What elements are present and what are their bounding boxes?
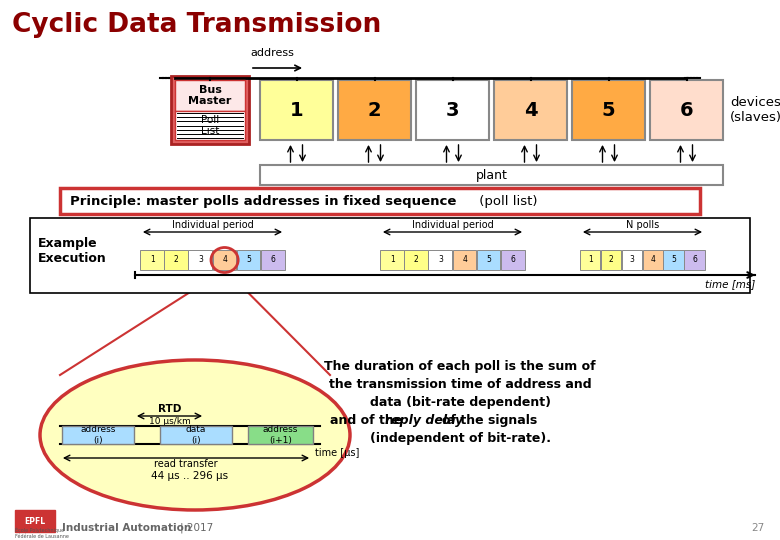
Bar	[428, 250, 452, 270]
Bar	[663, 250, 683, 270]
Text: 1: 1	[289, 100, 303, 119]
Bar	[188, 250, 212, 270]
Text: 4: 4	[523, 100, 537, 119]
Text: Individual period: Individual period	[412, 220, 494, 230]
Text: 10 µs/km: 10 µs/km	[149, 417, 190, 426]
Text: Principle: master polls addresses in fixed sequence: Principle: master polls addresses in fix…	[70, 194, 456, 207]
Text: 1: 1	[588, 255, 593, 265]
Bar	[494, 80, 567, 140]
Text: address: address	[250, 48, 294, 58]
Bar	[650, 80, 723, 140]
Text: time [ms]: time [ms]	[705, 279, 755, 289]
Bar	[601, 250, 621, 270]
Text: 2: 2	[367, 100, 381, 119]
Bar	[62, 426, 134, 444]
Bar	[15, 510, 55, 532]
Text: address
(i): address (i)	[80, 426, 115, 445]
Bar	[260, 165, 723, 185]
Bar	[175, 111, 245, 140]
Text: read transfer: read transfer	[154, 459, 218, 469]
Text: 5: 5	[486, 255, 491, 265]
Bar	[60, 188, 700, 214]
Text: École Polytechnique
Fédérale de Lausanne: École Polytechnique Fédérale de Lausanne	[15, 527, 69, 539]
Bar	[416, 80, 489, 140]
Bar	[171, 76, 249, 144]
Text: time [µs]: time [µs]	[315, 448, 360, 458]
Text: Bus
Master: Bus Master	[188, 85, 232, 106]
Ellipse shape	[40, 360, 350, 510]
Text: 6: 6	[271, 255, 275, 265]
Text: 1: 1	[150, 255, 154, 265]
Bar	[684, 250, 704, 270]
Bar	[261, 250, 285, 270]
Text: data (bit-rate dependent): data (bit-rate dependent)	[370, 396, 551, 409]
Text: 2: 2	[414, 255, 419, 265]
Text: 2: 2	[609, 255, 614, 265]
Text: 5: 5	[246, 255, 251, 265]
Text: Poll
List: Poll List	[200, 115, 219, 137]
Bar	[212, 250, 236, 270]
Text: (independent of bit-rate).: (independent of bit-rate).	[370, 432, 551, 445]
Text: 4: 4	[222, 255, 227, 265]
Text: address
(i+1): address (i+1)	[263, 426, 298, 445]
Text: 5: 5	[672, 255, 676, 265]
Bar	[477, 250, 500, 270]
Bar	[260, 80, 333, 140]
Text: 6: 6	[692, 255, 697, 265]
Bar	[380, 250, 404, 270]
Bar	[140, 250, 164, 270]
Text: The duration of each poll is the sum of: The duration of each poll is the sum of	[324, 360, 596, 373]
Text: Example
Execution: Example Execution	[38, 237, 107, 265]
Bar	[501, 250, 524, 270]
Text: 6: 6	[679, 100, 693, 119]
Text: 44 µs .. 296 µs: 44 µs .. 296 µs	[151, 471, 229, 481]
Text: data
(i): data (i)	[186, 426, 206, 445]
Bar	[30, 218, 750, 293]
Text: 3: 3	[438, 255, 443, 265]
Text: Industrial Automation: Industrial Automation	[62, 523, 191, 533]
Text: of the signals: of the signals	[442, 414, 537, 427]
Text: | 2017: | 2017	[180, 523, 213, 534]
Bar	[175, 80, 245, 111]
Text: 4: 4	[651, 255, 655, 265]
Bar	[338, 80, 411, 140]
Text: 5: 5	[601, 100, 615, 119]
Bar	[160, 426, 232, 444]
Bar	[248, 426, 313, 444]
Text: 2: 2	[174, 255, 179, 265]
Text: and of the: and of the	[330, 414, 406, 427]
Bar	[452, 250, 476, 270]
Text: RTD: RTD	[158, 404, 181, 414]
Text: Individual period: Individual period	[172, 220, 254, 230]
Bar	[643, 250, 663, 270]
Bar	[572, 80, 645, 140]
Text: EPFL: EPFL	[24, 516, 45, 525]
Bar	[164, 250, 188, 270]
Text: 27: 27	[752, 523, 765, 533]
Text: 3: 3	[629, 255, 634, 265]
Bar	[236, 250, 261, 270]
Bar	[622, 250, 642, 270]
Text: 3: 3	[445, 100, 459, 119]
Text: 1: 1	[390, 255, 395, 265]
Text: plant: plant	[476, 168, 508, 181]
Text: devices
(slaves): devices (slaves)	[730, 96, 780, 124]
Text: 3: 3	[198, 255, 203, 265]
Bar	[404, 250, 428, 270]
Text: Cyclic Data Transmission: Cyclic Data Transmission	[12, 12, 381, 38]
Text: 4: 4	[462, 255, 467, 265]
Text: 6: 6	[510, 255, 516, 265]
Text: the transmission time of address and: the transmission time of address and	[328, 378, 591, 391]
Text: reply delay: reply delay	[385, 414, 463, 427]
Text: (poll list): (poll list)	[475, 194, 537, 207]
Bar	[580, 250, 601, 270]
Text: N polls: N polls	[626, 220, 659, 230]
